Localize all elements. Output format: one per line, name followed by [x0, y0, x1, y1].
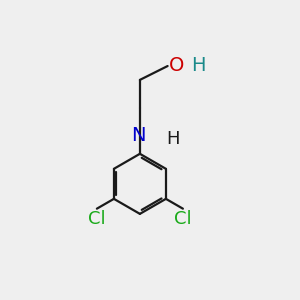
Text: Cl: Cl: [174, 210, 192, 228]
Text: H: H: [191, 56, 205, 75]
Text: Cl: Cl: [88, 210, 106, 228]
Text: H: H: [167, 130, 180, 148]
Text: O: O: [169, 56, 184, 75]
Text: N: N: [131, 126, 145, 145]
